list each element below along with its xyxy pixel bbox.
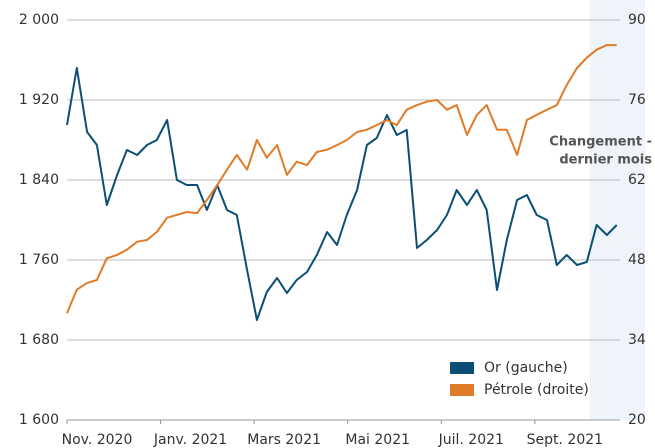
legend-swatch [450, 362, 474, 374]
y-tick-label: 1 760 [19, 252, 59, 268]
y-tick-label: 1 600 [19, 412, 59, 428]
legend-swatch [450, 384, 474, 396]
x-tick-label: Sept. 2021 [527, 432, 603, 448]
x-tick-label: Nov. 2020 [62, 432, 133, 448]
y-tick-label: 1 840 [19, 172, 59, 188]
highlight-label: Changement - [549, 135, 652, 150]
x-tick-label: Juil. 2021 [438, 432, 504, 448]
y-tick-label: 2 000 [19, 12, 59, 28]
y2-tick-label: 90 [628, 12, 646, 28]
highlight-band [589, 0, 645, 420]
series-line [66, 67, 618, 321]
highlight-label: dernier mois [559, 153, 652, 168]
legend-label: Or (gauche) [484, 360, 568, 376]
legend-label: Pétrole (droite) [484, 382, 589, 398]
y2-tick-label: 76 [628, 92, 646, 108]
y2-tick-label: 20 [628, 412, 646, 428]
y-tick-label: 1 920 [19, 92, 59, 108]
x-tick-label: Mai 2021 [345, 432, 410, 448]
series-line [66, 44, 617, 314]
x-tick-label: Mars 2021 [247, 432, 321, 448]
y2-tick-label: 62 [628, 172, 646, 188]
y2-tick-label: 34 [628, 332, 646, 348]
y-tick-label: 1 680 [19, 332, 59, 348]
y2-tick-label: 48 [628, 252, 646, 268]
x-tick-label: Janv. 2021 [153, 432, 227, 448]
